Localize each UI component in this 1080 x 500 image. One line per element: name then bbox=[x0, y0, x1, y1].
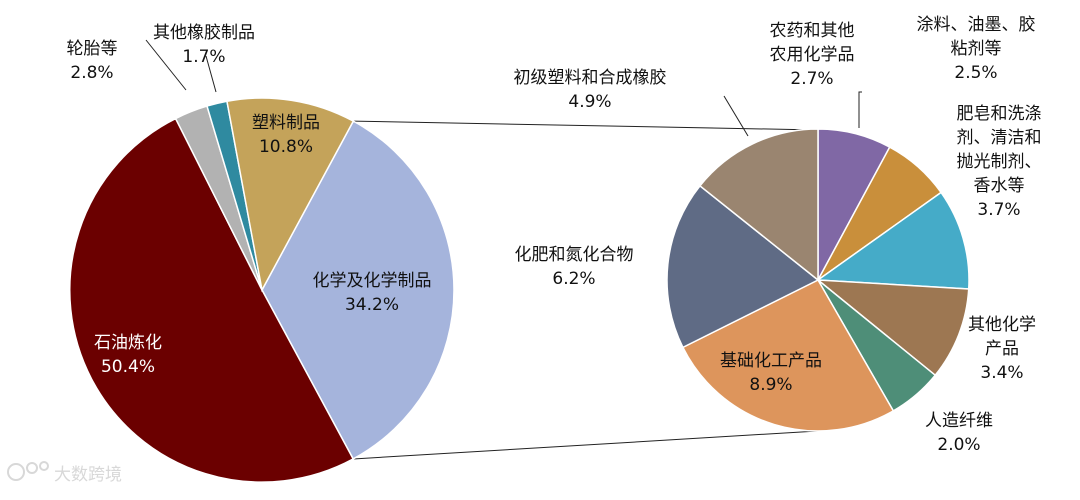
main-slice-0 bbox=[261, 120, 455, 460]
main-石油炼化-label-0: 石油炼化 bbox=[94, 333, 162, 353]
sub-slice-7 bbox=[698, 128, 819, 282]
connector-line-0 bbox=[353, 120, 819, 131]
sub-农药和其他农用化学品-value: 2.7% bbox=[790, 69, 833, 89]
leader-line-0 bbox=[858, 91, 862, 128]
sub-涂料-油墨-胶粘剂等-value: 2.5% bbox=[954, 63, 997, 83]
sub-肥皂和洗涤剂-清洁和抛光制剂-香水等-value: 3.7% bbox=[977, 200, 1020, 220]
watermark-text: 大数跨境 bbox=[54, 465, 122, 485]
main-塑料制品-value: 10.8% bbox=[259, 137, 313, 157]
sub-slice-2 bbox=[815, 191, 970, 290]
main-其他橡胶制品-value: 1.7% bbox=[182, 47, 225, 67]
sub-肥皂和洗涤剂-清洁和抛光制剂-香水等-label-1: 剂、清洁和 bbox=[957, 128, 1042, 148]
sub-涂料-油墨-胶粘剂等-label-0: 涂料、油墨、胶 bbox=[917, 15, 1036, 35]
main-化学及化学制品-value: 34.2% bbox=[345, 295, 399, 315]
main-slice-1 bbox=[69, 117, 355, 483]
leader-lines bbox=[145, 39, 862, 137]
main-轮胎等-value: 2.8% bbox=[70, 63, 113, 83]
sub-涂料-油墨-胶粘剂等-label-1: 粘剂等 bbox=[951, 39, 1002, 59]
sub-农药和其他农用化学品-label-0: 农药和其他 bbox=[770, 21, 855, 41]
sub-slice-3 bbox=[815, 279, 970, 377]
sub-化肥和氮化合物-value: 6.2% bbox=[552, 269, 595, 289]
sub-肥皂和洗涤剂-清洁和抛光制剂-香水等-label-0: 肥皂和洗涤 bbox=[957, 104, 1042, 124]
sub-肥皂和洗涤剂-清洁和抛光制剂-香水等-label-2: 抛光制剂、 bbox=[957, 152, 1042, 172]
main-其他橡胶制品-label-0: 其他橡胶制品 bbox=[153, 23, 255, 43]
sub-人造纤维-label-0: 人造纤维 bbox=[925, 411, 993, 431]
sub-slice-6 bbox=[666, 184, 820, 349]
sub-初级塑料和合成橡胶-value: 4.9% bbox=[568, 92, 611, 112]
main-slice-4 bbox=[226, 97, 355, 293]
main-石油炼化-value: 50.4% bbox=[101, 357, 155, 377]
watermark-logo-icon bbox=[7, 461, 49, 481]
watermark: 大数跨境 bbox=[7, 461, 122, 485]
main-化学及化学制品-label-0: 化学及化学制品 bbox=[313, 271, 432, 291]
sub-化肥和氮化合物-label-0: 化肥和氮化合物 bbox=[515, 245, 634, 265]
sub-slice-5 bbox=[681, 279, 895, 432]
sub-初级塑料和合成橡胶-label-0: 初级塑料和合成橡胶 bbox=[514, 68, 667, 88]
main-塑料制品-label-0: 塑料制品 bbox=[252, 113, 320, 133]
leader-line-1 bbox=[723, 95, 749, 137]
sub-其他化学产品-label-0: 其他化学 bbox=[968, 315, 1036, 335]
main-leader-line-1 bbox=[145, 39, 187, 91]
sub-其他化学产品-label-1: 产品 bbox=[985, 339, 1019, 359]
sub-基础化工产品-value: 8.9% bbox=[749, 375, 792, 395]
sub-农药和其他农用化学品-label-1: 农用化学品 bbox=[770, 45, 855, 65]
data-labels: 化学及化学制品 34.2% 石油炼化 50.4% 轮胎等 2.8% 其他橡胶制品 1.7% 塑料… bbox=[67, 15, 1042, 455]
main-pie bbox=[69, 97, 455, 483]
sub-其他化学产品-value: 3.4% bbox=[980, 363, 1023, 383]
connector-lines bbox=[353, 120, 819, 460]
secondary-pie bbox=[666, 128, 970, 432]
sub-基础化工产品-label-0: 基础化工产品 bbox=[720, 351, 822, 371]
sub-人造纤维-value: 2.0% bbox=[937, 435, 980, 455]
sub-肥皂和洗涤剂-清洁和抛光制剂-香水等-label-3: 香水等 bbox=[974, 176, 1025, 196]
main-轮胎等-label-0: 轮胎等 bbox=[67, 39, 118, 59]
connector-line-1 bbox=[353, 430, 819, 460]
main-leader-line-0 bbox=[205, 55, 217, 93]
